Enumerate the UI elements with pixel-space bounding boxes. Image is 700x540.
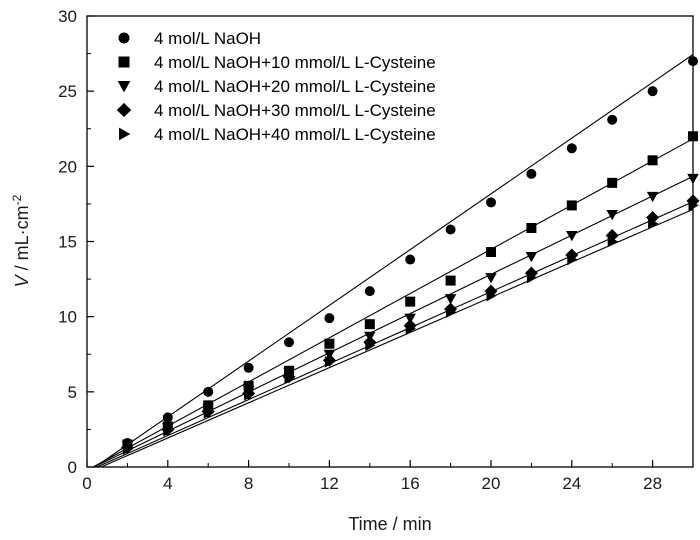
data-point [324,313,335,324]
y-tick-label: 20 [58,157,77,176]
legend: 4 mol/L NaOH 4 mol/L NaOH+10 mmol/L L-Cys… [116,29,436,144]
fit-line [92,138,694,468]
data-point [324,356,336,368]
fit-lines [92,54,694,468]
y-tick-label: 30 [58,7,77,26]
data-point [526,271,538,284]
data-point [446,306,457,318]
data-point [486,289,497,302]
x-tick-label: 16 [401,474,420,493]
y-axis: 0 5 10 15 20 25 30 [58,7,94,477]
y-tick-label: 10 [58,308,77,327]
data-point [203,407,214,419]
legend-marker [117,81,131,93]
data-point [607,235,618,248]
fit-line [96,201,694,468]
y-tick-label: 0 [68,458,77,477]
legend-marker [118,32,130,44]
x-axis: 0 4 8 12 16 20 24 28 [82,460,662,493]
data-point [566,200,577,211]
legend-label: 4 mol/L NaOH+40 mmol/L L-Cysteine [154,125,436,144]
x-tick-label: 4 [163,474,172,493]
data-point [445,275,456,286]
data-point [646,191,659,203]
legend-label: 4 mol/L NaOH [154,29,261,48]
data-point [647,86,658,97]
data-point [203,386,214,397]
data-point [486,197,496,208]
data-point [648,217,659,230]
data-point [566,230,578,242]
y-axis-title-symbol: V [12,273,32,287]
y-axis-title-unit: / mL·cm [12,205,32,275]
data-point [244,389,255,401]
data-point [606,209,618,221]
data-point [566,143,577,154]
data-point [404,313,416,324]
data-point [526,168,537,179]
data-point [364,319,375,330]
data-point [445,224,456,235]
data-point [243,380,254,391]
data-point [647,155,658,166]
data-point [243,362,254,373]
data-point [607,114,618,125]
x-tick-label: 12 [320,474,339,493]
data-point [365,339,376,351]
data-point [122,443,134,455]
y-tick-label: 5 [68,383,77,402]
x-tick-label: 20 [482,474,501,493]
fit-line [100,208,694,468]
data-point [444,294,457,305]
legend-label: 4 mol/L NaOH+30 mmol/L L-Cysteine [154,101,436,120]
x-tick-label: 28 [643,474,662,493]
data-point [405,322,416,335]
data-point [364,286,375,297]
legend-label: 4 mol/L NaOH+20 mmol/L L-Cysteine [154,77,436,96]
fit-line [93,175,694,468]
y-axis-title-exponent: -2 [10,194,24,205]
data-point [405,296,416,307]
y-axis-title: V / mL·cm-2 [10,194,32,287]
legend-marker [116,102,132,118]
legend-marker [118,56,130,68]
x-tick-label: 24 [562,474,581,493]
x-tick-label: 8 [244,474,253,493]
x-tick-label: 0 [82,474,91,493]
data-point [162,412,173,423]
data-point [607,177,618,188]
data-point [405,254,416,265]
data-point [525,252,538,263]
x-axis-title: Time / min [348,514,431,534]
legend-marker [119,127,131,141]
plot-area [87,16,693,467]
data-point [163,425,174,437]
fit-line [94,54,694,468]
data-point [486,247,496,258]
legend-label: 4 mol/L NaOH+10 mmol/L L-Cysteine [154,53,436,72]
data-point [324,338,335,349]
y-tick-label: 15 [58,233,77,252]
data-point [526,222,537,233]
data-point [567,253,578,266]
data-point [284,337,294,348]
data-point [284,372,295,385]
y-tick-label: 25 [58,82,77,101]
data-point [485,273,497,284]
